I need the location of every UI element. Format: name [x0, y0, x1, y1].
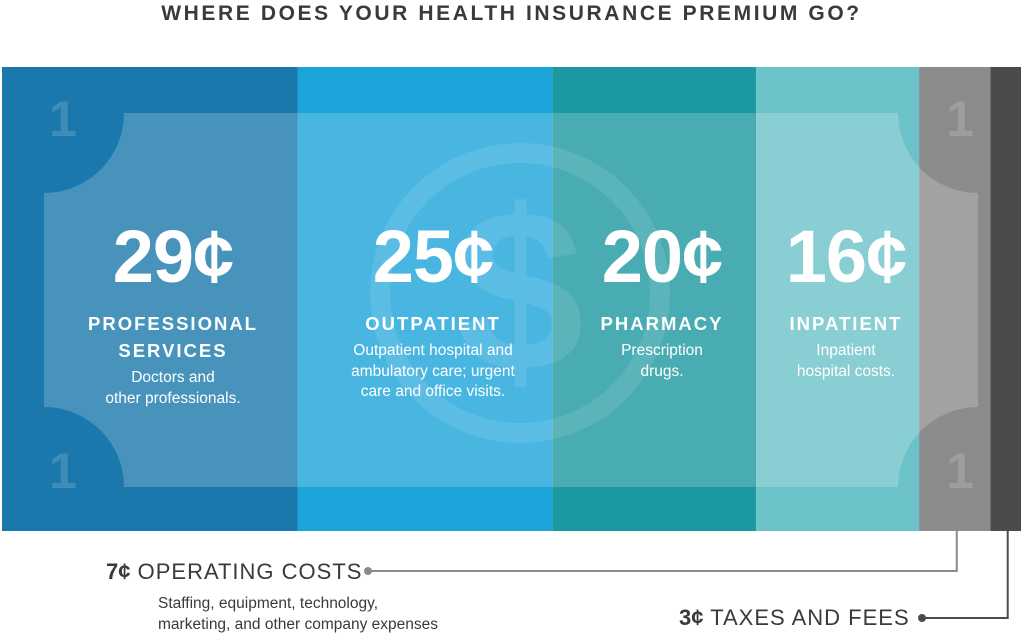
professional-description-line-2: other professionals. [60, 389, 286, 410]
pharmacy-description: Prescription drugs. [572, 341, 752, 382]
inpatient-description-line-1: Inpatient [768, 341, 924, 362]
operating-costs-description: Staffing, equipment, technology, marketi… [158, 594, 438, 635]
pharmacy-description-line-1: Prescription [572, 341, 752, 362]
professional-services-block: 29¢ PROFESSIONAL SERVICES Doctors and ot… [60, 220, 286, 409]
inpatient-category: INPATIENT [768, 310, 924, 337]
inpatient-block: 16¢ INPATIENT Inpatient hospital costs. [768, 220, 924, 382]
taxes-fees-leader [922, 531, 1008, 618]
professional-category: PROFESSIONAL SERVICES [60, 310, 286, 364]
operating-costs-leader [368, 531, 957, 571]
outpatient-description-line-2: ambulatory care; urgent [318, 362, 548, 383]
bill-corner-numeral-2: 1 [946, 91, 974, 147]
outpatient-block: 25¢ OUTPATIENT Outpatient hospital and a… [318, 220, 548, 403]
outpatient-description: Outpatient hospital and ambulatory care;… [318, 341, 548, 403]
taxes-fees-title: TAXES AND FEES [710, 605, 909, 630]
professional-category-line-2: SERVICES [60, 337, 286, 364]
taxes-fees-leader-dot [918, 614, 926, 622]
outpatient-amount: 25¢ [318, 220, 548, 294]
inpatient-amount: 16¢ [768, 220, 924, 294]
operating-costs-label: 7¢ OPERATING COSTS [106, 559, 362, 585]
pharmacy-description-line-2: drugs. [572, 362, 752, 383]
bill-corner-numeral-4: 1 [946, 443, 974, 499]
professional-category-line-1: PROFESSIONAL [60, 310, 286, 337]
operating-costs-title: OPERATING COSTS [138, 559, 363, 584]
professional-description: Doctors and other professionals. [60, 368, 286, 409]
pharmacy-category: PHARMACY [572, 310, 752, 337]
inpatient-description-line-2: hospital costs. [768, 362, 924, 383]
professional-amount: 29¢ [60, 220, 286, 294]
pharmacy-amount: 20¢ [572, 220, 752, 294]
inpatient-description: Inpatient hospital costs. [768, 341, 924, 382]
segment-taxes-and-fees [990, 67, 1021, 531]
bill-corner-numeral-3: 1 [49, 443, 77, 499]
outpatient-description-line-1: Outpatient hospital and [318, 341, 548, 362]
outpatient-description-line-3: care and office visits. [318, 382, 548, 403]
operating-costs-amount: 7¢ [106, 559, 130, 584]
taxes-fees-amount: 3¢ [679, 605, 703, 630]
professional-description-line-1: Doctors and [60, 368, 286, 389]
bill-corner-numeral-1: 1 [49, 91, 77, 147]
operating-costs-description-line-1: Staffing, equipment, technology, [158, 594, 438, 615]
pharmacy-block: 20¢ PHARMACY Prescription drugs. [572, 220, 752, 382]
taxes-fees-label: 3¢ TAXES AND FEES [679, 605, 910, 631]
outpatient-category: OUTPATIENT [318, 310, 548, 337]
operating-costs-leader-dot [364, 567, 372, 575]
